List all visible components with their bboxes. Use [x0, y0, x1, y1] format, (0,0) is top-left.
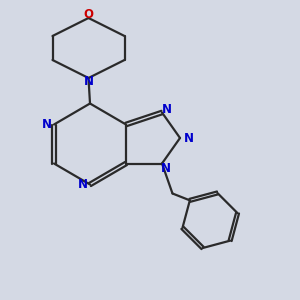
- Text: N: N: [161, 103, 172, 116]
- Text: N: N: [160, 162, 171, 176]
- Text: N: N: [183, 131, 194, 145]
- Text: O: O: [83, 8, 94, 21]
- Text: N: N: [41, 118, 52, 131]
- Text: N: N: [77, 178, 88, 191]
- Text: N: N: [83, 75, 94, 88]
